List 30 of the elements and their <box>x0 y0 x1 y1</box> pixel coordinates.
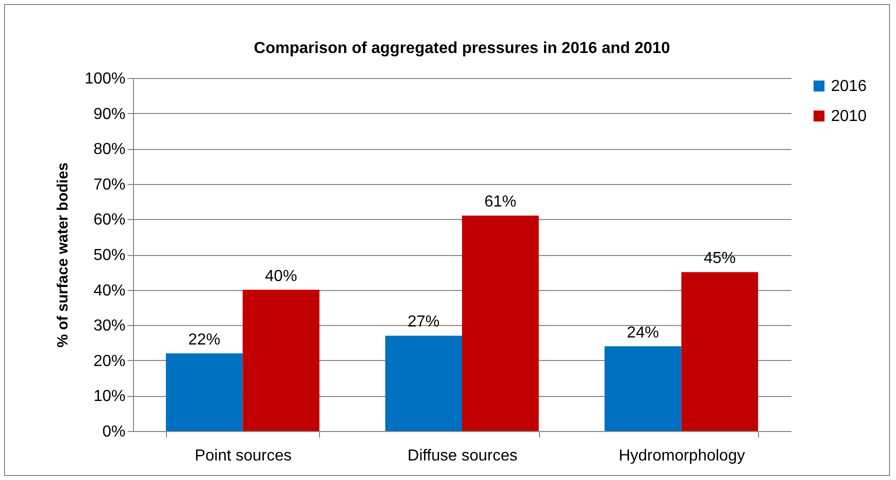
data-label: 45% <box>704 250 736 268</box>
bar <box>166 353 243 431</box>
y-tick-label: 90% <box>93 106 126 123</box>
bar <box>385 336 462 431</box>
y-tick-label: 20% <box>93 352 126 370</box>
data-label: 61% <box>484 194 516 211</box>
bar <box>242 290 320 431</box>
data-label: 40% <box>265 268 298 285</box>
y-tick-label: 100% <box>84 70 126 88</box>
y-tick-label: 30% <box>93 318 126 335</box>
x-tick-label: Diffuse sources <box>408 448 518 464</box>
bar <box>604 346 682 431</box>
y-tick-label: 40% <box>93 282 126 300</box>
y-tick-label: 80% <box>93 141 126 158</box>
y-tick-label: 10% <box>93 388 126 406</box>
x-tick-label: Hydromorphology <box>618 448 745 464</box>
data-label: 27% <box>408 314 440 331</box>
data-label: 24% <box>626 324 659 342</box>
bar <box>462 216 539 431</box>
chart-title: Comparison of aggregated pressures in 2016 and 2010 <box>254 40 670 57</box>
bar <box>681 272 758 431</box>
y-axis-title: % of surface water bodies <box>54 162 72 348</box>
y-tick-label: 70% <box>93 176 126 194</box>
data-label: 22% <box>188 331 220 348</box>
y-tick-label: 0% <box>102 424 126 440</box>
legend-label: 2010 <box>831 108 867 125</box>
x-tick-label: Point sources <box>194 448 292 464</box>
y-tick-label: 50% <box>93 247 126 264</box>
legend-label: 2016 <box>831 78 867 95</box>
y-tick-label: 60% <box>93 212 126 229</box>
